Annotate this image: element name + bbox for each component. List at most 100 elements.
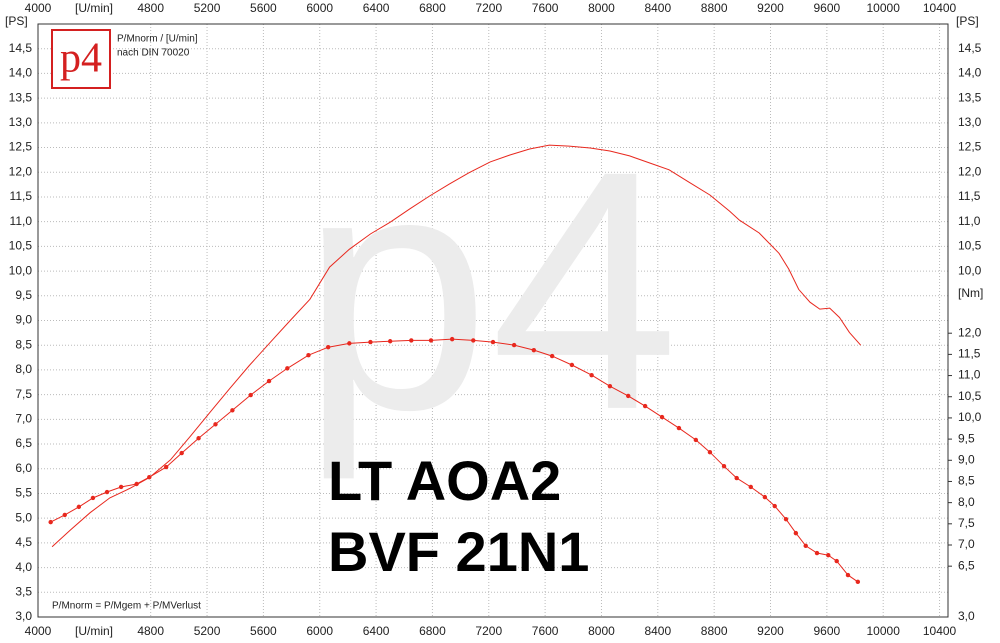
y-tick-label: 11,5 (958, 189, 981, 203)
data-point (511, 342, 517, 348)
x-tick-label: 10000 (867, 624, 901, 638)
y-tick-label: 3,0 (958, 609, 975, 623)
y-tick-label: 6,0 (15, 461, 32, 475)
x-axis-label: [U/min] (75, 624, 113, 638)
y2-tick-label: 9,5 (958, 431, 975, 445)
x-tick-label: 5600 (250, 624, 277, 638)
data-point (347, 341, 352, 346)
y-tick-label: 12,0 (9, 164, 33, 178)
y-tick-label: 13,5 (958, 90, 982, 104)
data-point (693, 437, 699, 443)
y-tick-label: 13,5 (9, 90, 33, 104)
plot-frame (37, 23, 949, 618)
subtitle: nach DIN 70020 (117, 48, 190, 59)
y-tick-label: 14,5 (9, 41, 33, 55)
data-point (213, 422, 218, 427)
data-point (762, 494, 768, 500)
y2-tick-label: 10,5 (958, 389, 982, 403)
data-point (428, 338, 434, 343)
annotation: BVF 21N1 (328, 520, 589, 583)
y-tick-label: 3,5 (15, 584, 32, 598)
y-tick-label: 13,0 (9, 115, 33, 129)
data-point (48, 519, 53, 525)
x-tick-label: 5200 (194, 1, 221, 15)
y-tick-label: 14,0 (9, 66, 33, 80)
data-point (368, 339, 373, 345)
annotation: LT AOA2 (328, 449, 561, 512)
data-point (387, 339, 393, 344)
y2-tick-label: 8,5 (958, 474, 975, 488)
y-tick-label: 12,5 (9, 140, 33, 154)
y-tick-label: 14,0 (958, 66, 982, 80)
x-tick-label: 7200 (475, 1, 502, 15)
y-tick-label: 10,5 (9, 239, 33, 253)
x-tick-label: 6000 (306, 624, 333, 638)
y2-tick-label: 6,5 (958, 558, 975, 572)
y-tick-label: 8,0 (15, 362, 32, 376)
y2-tick-label: 10,0 (958, 410, 982, 424)
data-point (163, 464, 169, 470)
y-tick-label: 11,0 (10, 214, 33, 228)
y-tick-label: 5,0 (15, 510, 32, 524)
y-tick-label: 10,5 (958, 239, 982, 253)
x-tick-label: 6800 (419, 1, 446, 15)
y-tick-label: 9,0 (15, 313, 32, 327)
data-point (772, 503, 777, 509)
y2-tick-label: 9,0 (958, 452, 975, 466)
data-point (721, 464, 727, 469)
y-tick-label: 12,5 (958, 140, 982, 154)
x-tick-label: 9200 (757, 1, 784, 15)
x-tick-label: 8400 (644, 624, 671, 638)
data-point (793, 530, 799, 536)
data-point (490, 339, 496, 345)
y-tick-label: 9,5 (15, 288, 32, 302)
y-tick-label: 6,5 (15, 436, 32, 450)
x-tick-label: 4000 (25, 624, 52, 638)
data-point (306, 353, 311, 358)
data-point (783, 516, 789, 522)
y-axis-label: [PS] (956, 14, 979, 28)
y2-tick-label: 7,5 (958, 516, 975, 530)
y-tick-label: 5,5 (15, 486, 32, 500)
y-axis-label: [PS] (5, 14, 28, 28)
x-tick-label: 9600 (814, 1, 841, 15)
data-point (285, 366, 290, 371)
y-tick-label: 13,0 (958, 115, 982, 129)
data-point (626, 393, 631, 399)
y2-tick-label: 8,0 (958, 495, 975, 509)
data-point (659, 414, 665, 420)
x-tick-label: 7200 (475, 624, 502, 638)
x-tick-label: 8800 (701, 1, 728, 15)
x-tick-label: 8400 (644, 1, 671, 15)
data-point (748, 484, 753, 490)
data-point (104, 489, 110, 495)
data-point (266, 378, 272, 384)
x-tick-label: 4800 (137, 624, 164, 638)
x-tick-label: 4800 (137, 1, 164, 15)
y-tick-label: 10,0 (9, 263, 33, 277)
y-tick-label: 12,0 (958, 164, 982, 178)
data-point (814, 550, 820, 556)
watermark: p4 (301, 101, 679, 482)
x-tick-label: 10400 (923, 1, 957, 15)
y2-axis-label: [Nm] (958, 286, 983, 300)
x-tick-label: 8000 (588, 624, 615, 638)
data-point (707, 450, 713, 455)
data-point (855, 579, 861, 585)
data-point (230, 408, 235, 413)
y-tick-label: 4,0 (15, 560, 32, 574)
data-point (409, 338, 414, 343)
legend-title: P/Mnorm / [U/min] (117, 34, 198, 45)
data-point (449, 336, 455, 342)
y-tick-label: 8,5 (15, 337, 32, 351)
data-point (471, 338, 476, 343)
x-tick-label: 5600 (250, 1, 277, 15)
y-tick-label: 4,5 (15, 535, 32, 549)
x-tick-label: 10400 (923, 624, 957, 638)
x-tick-label: 8000 (588, 1, 615, 15)
y-tick-label: 7,5 (15, 387, 32, 401)
y-tick-label: 11,0 (958, 214, 981, 228)
y-tick-label: 11,5 (10, 189, 33, 203)
x-tick-label: 6400 (363, 1, 390, 15)
data-point (834, 558, 839, 564)
